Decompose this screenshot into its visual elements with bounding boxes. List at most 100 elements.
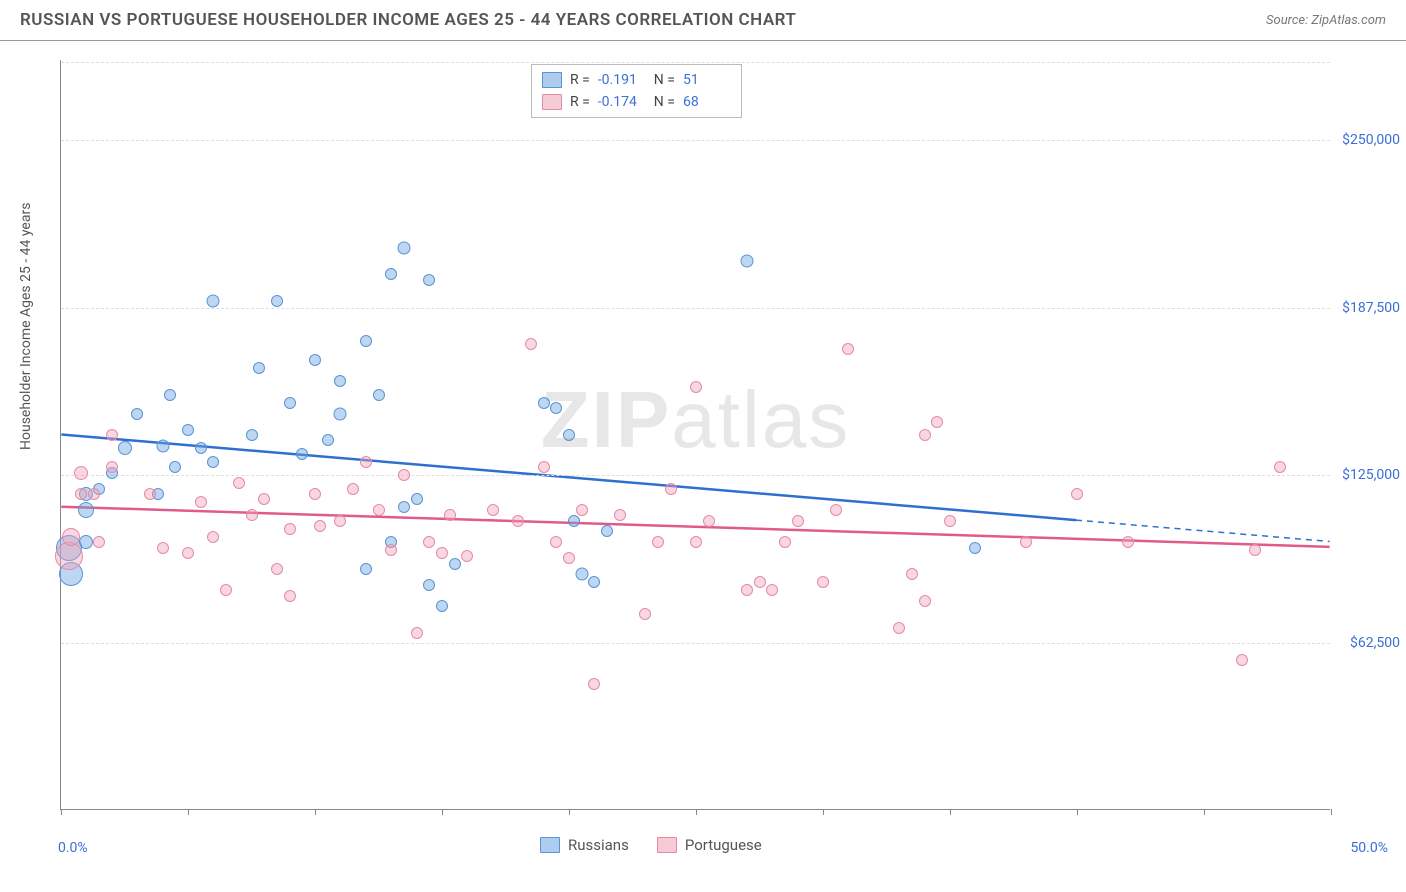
data-point [314,520,326,532]
data-point [296,448,308,460]
data-point [55,542,83,570]
x-tick [442,809,443,815]
data-point [423,536,435,548]
data-point [411,627,423,639]
data-point [373,504,385,516]
data-point [817,576,829,588]
data-point [575,568,588,581]
data-point [893,622,905,634]
data-point [740,254,753,267]
data-point [271,563,283,575]
data-point [525,338,537,350]
data-point [436,547,448,559]
data-point [792,515,804,527]
data-point [665,483,677,495]
data-point [703,515,715,527]
data-point [423,274,435,286]
data-point [220,584,232,596]
data-point [78,502,94,518]
data-point [360,563,372,575]
data-point [1071,488,1083,500]
data-point [157,542,169,554]
data-point [207,295,220,308]
data-point [444,509,456,521]
data-point [246,509,258,521]
data-point [436,600,448,612]
data-point [169,461,181,473]
n-label: N = [654,91,675,113]
swatch-icon [540,837,560,853]
data-point [334,515,346,527]
data-point [360,456,372,468]
x-max-label: 50.0% [1350,840,1388,856]
data-point [182,424,194,436]
data-point [195,442,207,454]
legend-item-portuguese: Portuguese [657,836,762,854]
data-point [588,678,600,690]
data-point [1274,461,1286,473]
gridline [61,140,1330,141]
x-tick [823,809,824,815]
data-point [195,496,207,508]
data-point [398,501,410,513]
data-point [568,515,580,527]
r-value: -0.174 [598,91,646,113]
data-point [690,381,702,393]
y-tick-label: $125,000 [1335,467,1400,483]
data-point [550,536,562,548]
data-point [322,434,334,446]
data-point [919,595,931,607]
data-point [576,504,588,516]
data-point [512,515,524,527]
data-point [106,461,118,473]
legend-label: Russians [568,836,629,854]
data-point [284,590,296,602]
data-point [118,441,132,455]
data-point [1122,536,1134,548]
data-point [639,608,651,620]
plot-region: R = -0.191 N = 51 R = -0.174 N = 68 ZIPa… [60,60,1330,810]
r-value: -0.191 [598,69,646,91]
data-point [601,525,613,537]
data-point [398,469,410,481]
data-point [360,335,372,347]
n-label: N = [654,69,675,91]
gridline [61,62,1330,63]
data-point [182,547,194,559]
data-point [88,488,100,500]
gridline [61,475,1330,476]
x-tick [315,809,316,815]
data-point [156,439,169,452]
x-tick [950,809,951,815]
r-label: R = [570,69,590,91]
x-tick [1331,809,1332,815]
swatch-icon [542,72,562,88]
x-tick [1077,809,1078,815]
y-tick-label: $187,500 [1335,300,1400,316]
data-point [754,576,766,588]
legend-row-portuguese: R = -0.174 N = 68 [542,91,731,113]
data-point [207,456,219,468]
chart-header: RUSSIAN VS PORTUGUESE HOUSEHOLDER INCOME… [0,0,1406,41]
data-point [487,504,499,516]
data-point [538,461,550,473]
x-tick [696,809,697,815]
chart-area: Householder Income Ages 25 - 44 years R … [0,50,1406,892]
data-point [309,354,321,366]
data-point [397,241,410,254]
chart-title: RUSSIAN VS PORTUGUESE HOUSEHOLDER INCOME… [20,10,796,30]
data-point [253,362,265,374]
data-point [588,576,600,588]
data-point [1020,536,1032,548]
data-point [779,536,791,548]
legend-label: Portuguese [685,836,762,854]
data-point [652,536,664,548]
data-point [1236,654,1248,666]
data-point [830,504,842,516]
data-point [284,397,296,409]
data-point [385,544,397,556]
data-point [766,584,778,596]
r-label: R = [570,91,590,113]
data-point [207,531,219,543]
x-tick [61,809,62,815]
